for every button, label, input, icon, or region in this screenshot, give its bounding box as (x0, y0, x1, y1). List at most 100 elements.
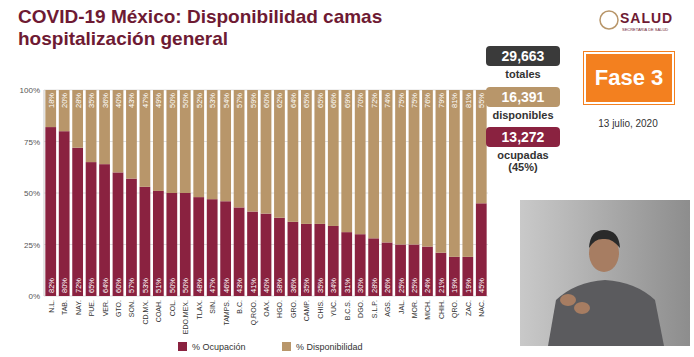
bar-segment (395, 90, 406, 245)
x-tick-label: MOR. (411, 300, 418, 318)
legend-label: % Ocupación (192, 342, 246, 352)
interpreter-body (548, 280, 664, 346)
bar-segment (140, 187, 151, 296)
bar-segment (153, 90, 164, 191)
x-tick-label: VER. (102, 300, 109, 316)
data-label: 47% (141, 93, 150, 108)
bar-segment (113, 90, 124, 172)
data-label: 50% (168, 278, 177, 293)
date: 13 julio, 2020 (582, 118, 674, 129)
data-label: 34% (329, 278, 338, 293)
bar-segment (180, 193, 191, 296)
labels: 82%18%N.L.80%20%TAB.72%28%NAY.65%35%PUE.… (47, 93, 487, 335)
bar-segment (59, 131, 70, 296)
x-tick-label: QRO. (451, 300, 459, 318)
bar-segment (180, 90, 191, 193)
data-label: 35% (316, 278, 325, 293)
bar-segment (476, 203, 487, 296)
data-label: 19% (464, 278, 473, 293)
y-tick-label: 75% (24, 138, 40, 147)
data-label: 64% (101, 278, 110, 293)
total-value: 29,663 (486, 46, 560, 66)
x-tick-label: CD.MX. (142, 300, 149, 325)
total-label: disponibles (486, 109, 560, 121)
bar-segment (72, 90, 83, 148)
x-tick-label: AGS. (384, 300, 391, 317)
x-tick-label: EDO.MEX. (182, 300, 189, 334)
bar-segment (207, 90, 218, 199)
x-tick-label: Q.ROO. (250, 300, 258, 325)
bar-segment (436, 90, 447, 253)
bar-segment (140, 90, 151, 187)
data-label: 80% (60, 278, 69, 293)
bar-segment (449, 257, 460, 296)
bar-segment (314, 224, 325, 296)
x-tick-label: TAB. (61, 300, 68, 315)
data-label: 62% (275, 93, 284, 108)
bar-segment (449, 90, 460, 257)
data-label: 19% (450, 278, 459, 293)
x-tick-label: S.L.P. (371, 300, 378, 318)
interpreter-hair (589, 230, 620, 248)
data-label: 60% (114, 278, 123, 293)
bar-segment (409, 245, 420, 297)
bar-segment (99, 90, 110, 164)
bar-segment (288, 90, 299, 222)
bar-segment (126, 90, 137, 179)
y-tick-label: 50% (24, 189, 40, 198)
data-label: 75% (410, 93, 419, 108)
bar-segment (368, 238, 379, 296)
bar-segment (395, 245, 406, 297)
y-tick-label: 25% (24, 241, 40, 250)
bar-segment (220, 201, 231, 296)
data-label: 54% (222, 93, 231, 108)
data-label: 53% (141, 278, 150, 293)
x-tick-label: NAC. (478, 300, 485, 317)
logo: SALUD (620, 10, 673, 26)
bar-segment (166, 193, 177, 296)
data-label: 64% (289, 93, 298, 108)
data-label: 72% (370, 93, 379, 108)
data-label: 47% (208, 278, 217, 293)
bar-segment (409, 90, 420, 245)
bar-segment (476, 90, 487, 203)
bar-segment (45, 127, 56, 296)
data-label: 50% (181, 93, 190, 108)
bar-segment (382, 90, 393, 242)
bar-segment (247, 90, 258, 212)
data-label: 43% (235, 278, 244, 293)
x-tick-label: CHIH. (438, 300, 445, 319)
bar-segment (86, 162, 97, 296)
legend-swatch (178, 342, 187, 351)
interpreter-hand (560, 294, 576, 306)
data-label: 50% (181, 278, 190, 293)
data-label: 40% (262, 278, 271, 293)
data-label: 74% (383, 93, 392, 108)
bar-segment (234, 90, 245, 207)
bar-segment (45, 90, 56, 127)
bar-segment (341, 232, 352, 296)
x-tick-label: GRO. (290, 300, 297, 318)
bar-segment (274, 218, 285, 296)
data-label: 38% (275, 278, 284, 293)
data-label: 76% (423, 93, 432, 108)
x-tick-label: PUE. (88, 300, 95, 316)
data-label: 36% (101, 93, 110, 108)
legend-swatch (282, 342, 291, 351)
data-label: 72% (74, 278, 83, 293)
bar-segment (382, 242, 393, 296)
interpreter-hand (574, 302, 590, 314)
x-tick-label: DGO. (357, 300, 364, 318)
data-label: 59% (249, 93, 258, 108)
bar-segment (261, 214, 272, 296)
bar-segment (126, 179, 137, 296)
x-tick-label: OAX. (263, 300, 270, 317)
bar-segment (288, 222, 299, 296)
bar-segment (59, 90, 70, 131)
bar-segment (207, 199, 218, 296)
bar-segment (422, 247, 433, 296)
data-label: 31% (343, 278, 352, 293)
logo-subtitle: SECRETARÍA DE SALUD (622, 27, 668, 32)
data-label: 41% (249, 278, 258, 293)
data-label: 30% (356, 278, 365, 293)
